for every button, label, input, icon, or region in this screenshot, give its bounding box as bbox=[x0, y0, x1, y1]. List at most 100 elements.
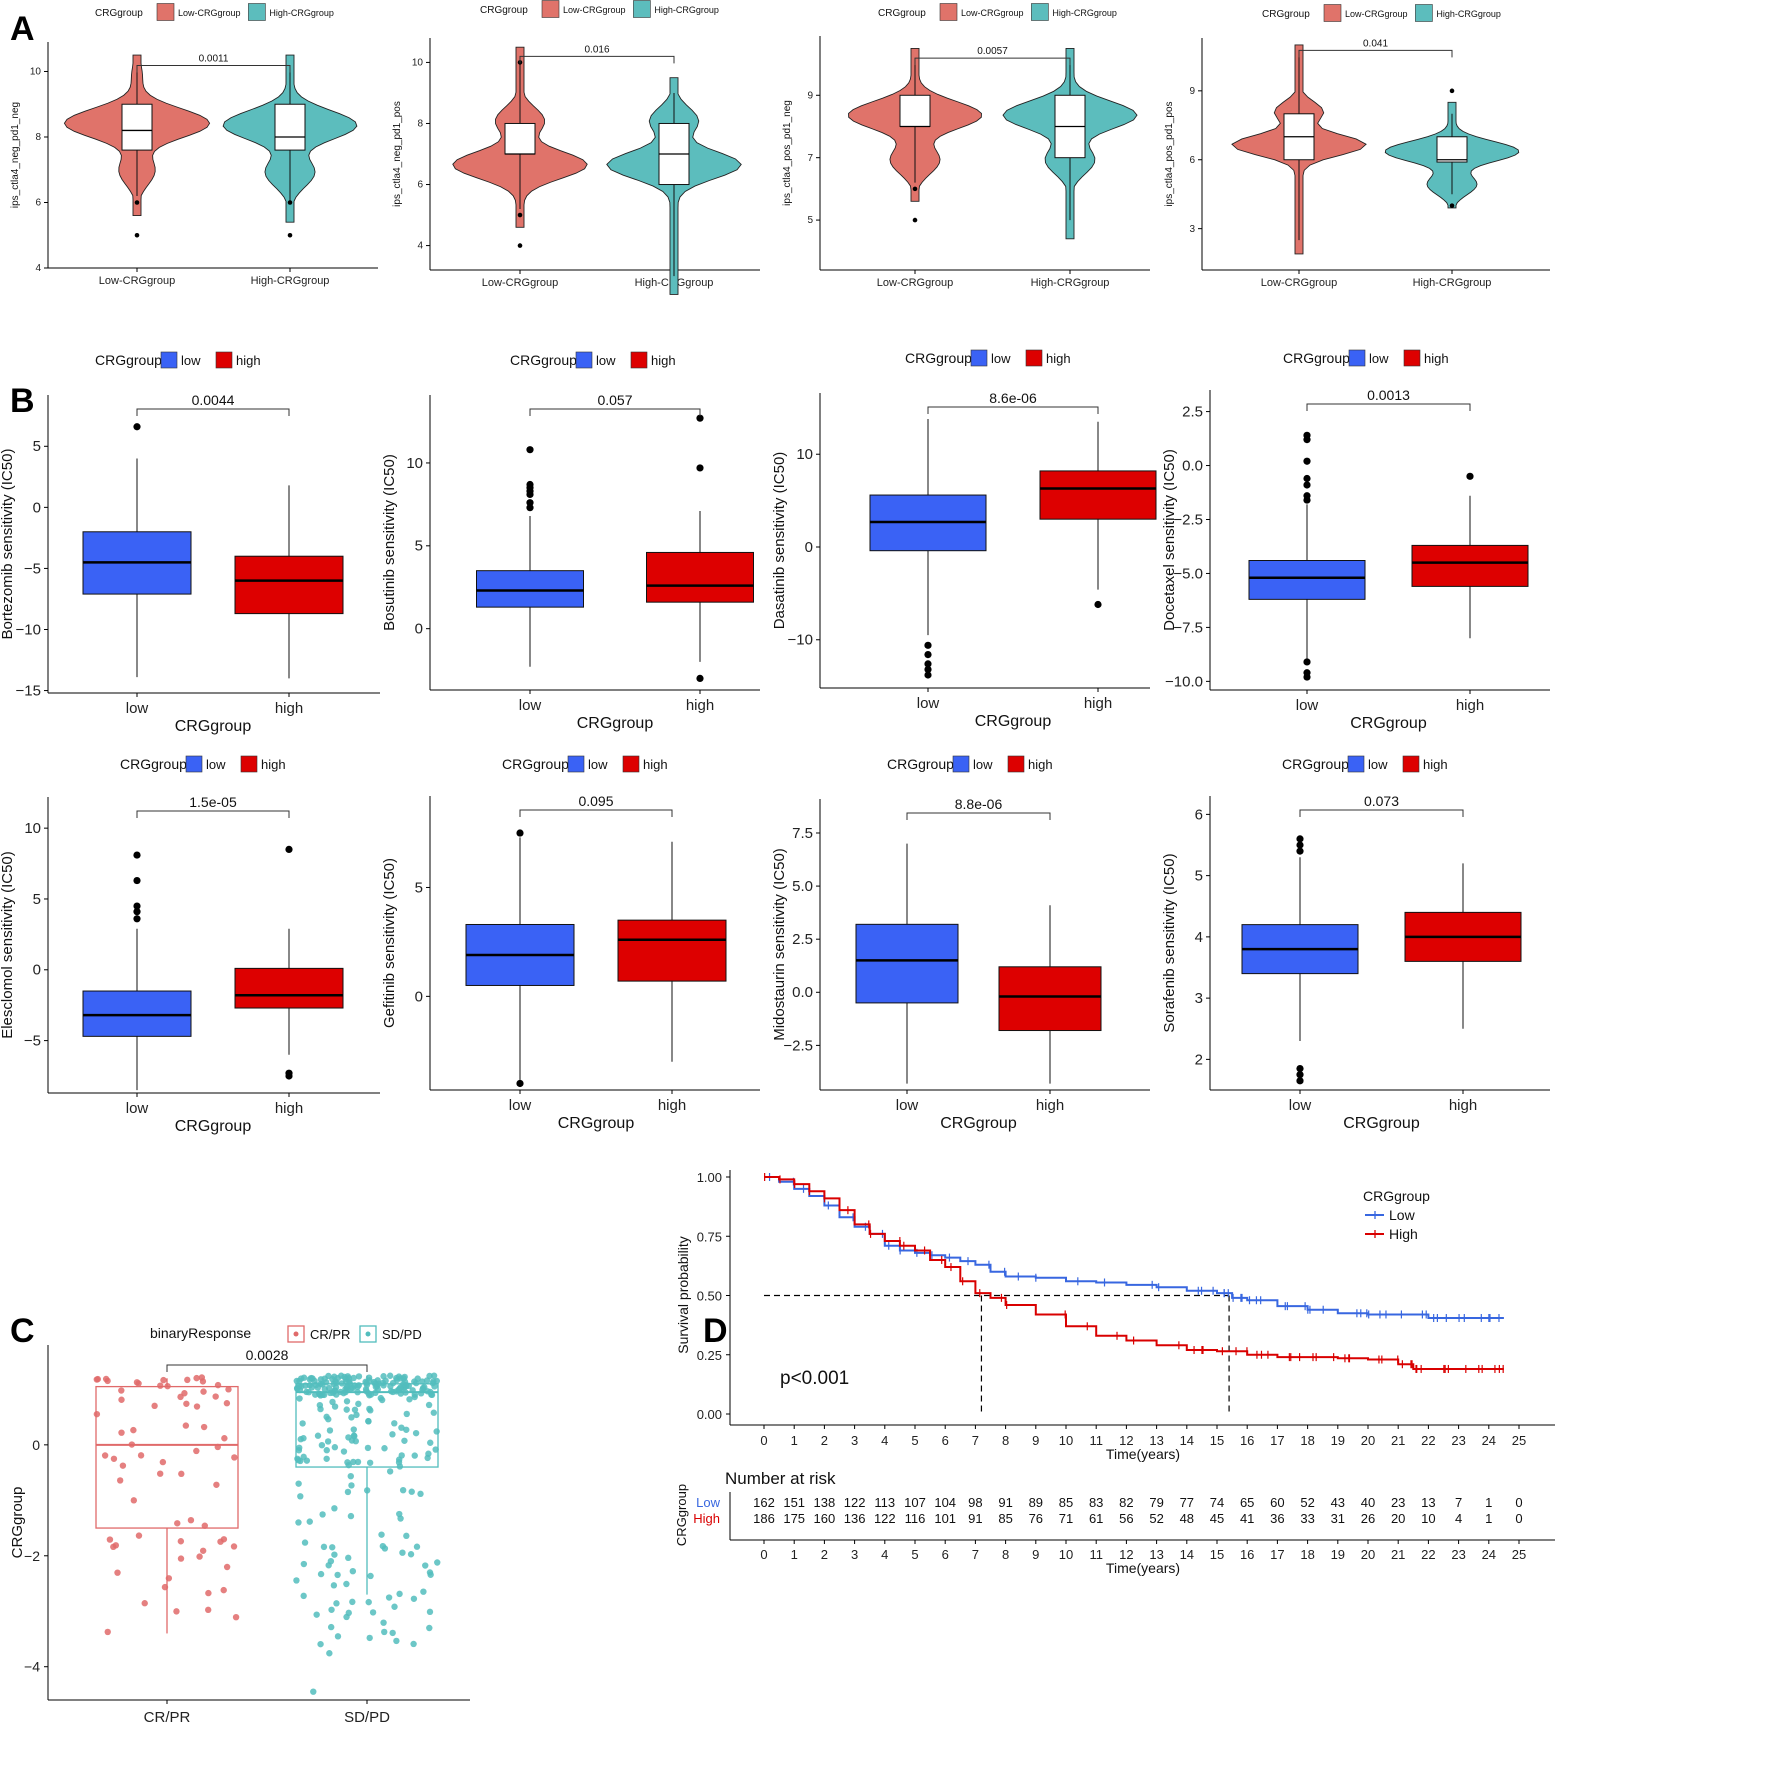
jitter-point bbox=[362, 1378, 369, 1386]
legend-label: low bbox=[1368, 757, 1388, 772]
legend-swatch bbox=[567, 755, 585, 773]
risk-cell: 33 bbox=[1300, 1511, 1314, 1526]
box bbox=[234, 967, 344, 1009]
jitter-point bbox=[381, 1445, 388, 1452]
risk-cell: 1 bbox=[1485, 1511, 1492, 1526]
jitter-point bbox=[309, 1375, 316, 1382]
risk-cell: 138 bbox=[814, 1495, 836, 1510]
jitter-point bbox=[177, 1538, 185, 1545]
jitter-point bbox=[434, 1559, 441, 1566]
jitter-point bbox=[403, 1532, 410, 1540]
jitter-point bbox=[378, 1531, 385, 1538]
significance-bracket bbox=[166, 1364, 368, 1372]
outlier-point bbox=[285, 1072, 293, 1080]
legend-swatch bbox=[156, 3, 175, 21]
x-tick-label: 2 bbox=[821, 1547, 828, 1562]
jitter-point bbox=[193, 1403, 201, 1410]
x-tick-label: 19 bbox=[1331, 1547, 1345, 1562]
jitter-point bbox=[343, 1580, 350, 1588]
p-value-text: p<0.001 bbox=[780, 1368, 849, 1389]
jitter-point bbox=[296, 1395, 303, 1402]
jitter-point bbox=[141, 1600, 148, 1607]
jitter-point bbox=[365, 1598, 372, 1606]
x-tick-label: 21 bbox=[1391, 1433, 1405, 1448]
jitter-point bbox=[295, 1519, 302, 1526]
x-axis-title: CRGgroup bbox=[1350, 715, 1427, 732]
y-tick-label: 0 bbox=[805, 539, 813, 556]
x-tick-label: 23 bbox=[1451, 1547, 1465, 1562]
jitter-point bbox=[401, 1437, 408, 1444]
risk-cell: 26 bbox=[1361, 1511, 1375, 1526]
x-tick-label: high bbox=[275, 700, 303, 717]
jitter-point bbox=[433, 1428, 440, 1435]
y-tick-label: 0.25 bbox=[697, 1348, 722, 1363]
box bbox=[1248, 560, 1366, 600]
jitter-point bbox=[395, 1459, 403, 1466]
y-tick-label: 10 bbox=[412, 58, 424, 69]
jitter-point bbox=[402, 1382, 410, 1389]
x-axis-title: CRGgroup bbox=[175, 718, 252, 735]
y-tick-label: 5 bbox=[807, 215, 813, 226]
jitter-point bbox=[312, 1381, 320, 1389]
outlier-point bbox=[924, 671, 932, 679]
jitter-point bbox=[427, 1439, 434, 1446]
box bbox=[899, 94, 931, 127]
box bbox=[1039, 470, 1157, 520]
legend-label: Low-CRGgroup bbox=[178, 8, 241, 18]
jitter-point bbox=[314, 1432, 322, 1439]
x-tick-label: 20 bbox=[1361, 1547, 1375, 1562]
box bbox=[504, 122, 536, 155]
x-tick-label: 15 bbox=[1210, 1433, 1224, 1448]
significance-bracket bbox=[136, 64, 291, 73]
outlier-point bbox=[526, 490, 534, 499]
km-curve-high bbox=[764, 1176, 1504, 1370]
risk-cell: 23 bbox=[1391, 1495, 1405, 1510]
jitter-point bbox=[157, 1382, 164, 1389]
significance-bracket bbox=[136, 810, 290, 818]
risk-cell: 107 bbox=[904, 1495, 926, 1510]
legend-label: CR/PR bbox=[310, 1327, 350, 1342]
legend-title: CRGgroup bbox=[905, 350, 972, 366]
jitter-point bbox=[425, 1401, 433, 1409]
risk-cell: 7 bbox=[1455, 1495, 1462, 1510]
jitter-point bbox=[221, 1435, 228, 1442]
jitter-point bbox=[351, 1382, 358, 1389]
box bbox=[82, 990, 192, 1037]
legend-label: Low-CRGgroup bbox=[1345, 9, 1408, 19]
risk-cell: 56 bbox=[1119, 1511, 1133, 1526]
x-tick-label: 1 bbox=[791, 1547, 798, 1562]
y-tick-label: 6 bbox=[417, 180, 423, 191]
jitter-point bbox=[338, 1380, 346, 1387]
jitter-point bbox=[333, 1600, 340, 1607]
risk-cell: 79 bbox=[1149, 1495, 1163, 1510]
jitter-point bbox=[386, 1372, 394, 1379]
outlier-point bbox=[1296, 835, 1304, 843]
jitter-point bbox=[184, 1376, 191, 1384]
jitter-point bbox=[130, 1497, 138, 1504]
jitter-point bbox=[365, 1374, 373, 1381]
outlier-point bbox=[924, 641, 932, 649]
jitter-point bbox=[205, 1589, 212, 1597]
legend: CRGgroup Low-CRGgroup High-CRGgroup bbox=[878, 3, 1117, 21]
jitter-point bbox=[310, 1688, 317, 1695]
risk-row-label: Low bbox=[696, 1495, 720, 1510]
outlier-point bbox=[1296, 1071, 1304, 1079]
y-tick-label: −10 bbox=[788, 632, 813, 649]
legend-swatch bbox=[248, 3, 266, 21]
y-tick-label: 7.5 bbox=[792, 825, 813, 842]
y-tick-label: 0 bbox=[415, 988, 423, 1005]
p-value-label: 0.016 bbox=[584, 44, 609, 55]
y-axis-title: Survival probability bbox=[675, 1236, 691, 1354]
jitter-point bbox=[101, 1452, 109, 1459]
x-tick-label: 6 bbox=[942, 1433, 949, 1448]
jitter-point bbox=[364, 1444, 372, 1452]
x-tick-label: low bbox=[126, 1100, 149, 1117]
jitter-point bbox=[231, 1454, 238, 1461]
y-tick-label: 0 bbox=[32, 1437, 40, 1453]
jitter-point bbox=[397, 1515, 404, 1522]
jitter-point bbox=[411, 1391, 419, 1398]
risk-cell: 89 bbox=[1029, 1495, 1043, 1510]
y-tick-label: 10 bbox=[24, 820, 41, 837]
risk-cell: 77 bbox=[1180, 1495, 1194, 1510]
